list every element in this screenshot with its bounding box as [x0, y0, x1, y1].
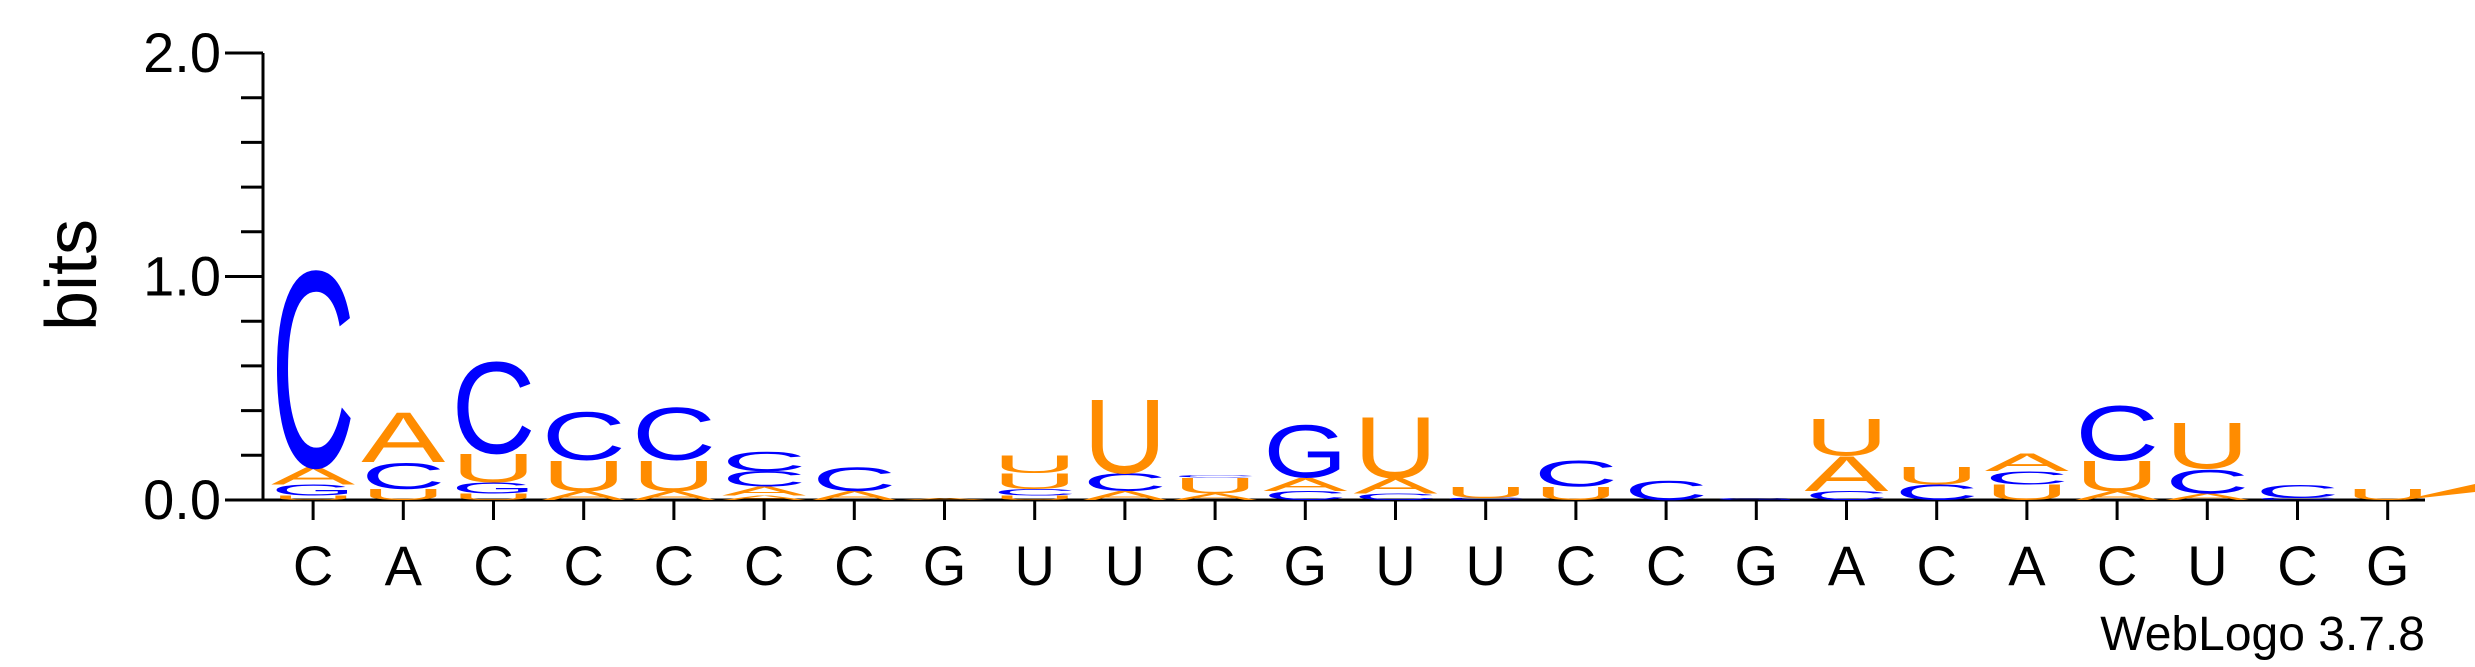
x-tick-label: U — [1014, 534, 1054, 597]
axes: 0.0 1.0 2.0 — [143, 21, 2425, 531]
logo-letter-a: A — [361, 397, 446, 478]
logo-letter-u: U — [993, 469, 1077, 494]
x-tick-label: U — [1375, 534, 1415, 597]
x-tick-label: U — [2187, 534, 2227, 597]
logo-letter-u: U — [542, 451, 626, 500]
logo-letter-u: U — [632, 451, 716, 500]
logo-letter-a: A — [1263, 474, 1347, 495]
x-tick-label: C — [654, 534, 694, 597]
y-tick-label: 1.0 — [143, 245, 221, 308]
logo-letter-c: C — [2075, 389, 2159, 476]
logo-letter-c: C — [1083, 469, 1167, 497]
logo-letter-c: C — [451, 336, 535, 482]
logo-letter-c: C — [722, 445, 806, 477]
x-tick-label: C — [563, 534, 603, 597]
x-tick-label: C — [1916, 534, 1956, 597]
logo-letter-u: U — [451, 446, 535, 491]
logo-letter-g: G — [452, 479, 536, 496]
logo-letter-c: C — [2255, 497, 2339, 500]
logo-letter-a: A — [1173, 492, 1258, 502]
logo-letter-g: G — [1714, 497, 1798, 500]
trailing-letter-sliver — [2402, 484, 2475, 500]
logo-letter-c: C — [632, 392, 716, 476]
x-tick-label: G — [1735, 534, 1779, 597]
logo-letter-c: C — [1173, 475, 1257, 478]
x-tick-label: C — [1195, 534, 1235, 597]
y-axis-label: bits — [32, 219, 112, 331]
logo-letter-u: U — [1534, 483, 1618, 504]
logo-letter-c: C — [1895, 480, 1979, 505]
logo-letter-u: U — [1804, 408, 1888, 467]
logo-letter-a: A — [2075, 489, 2159, 503]
logo-letter-u: U — [1173, 473, 1257, 498]
logo-letter-c: C — [1263, 489, 1347, 503]
logo-letter-a: A — [722, 484, 806, 498]
x-tick-label: C — [473, 534, 513, 597]
x-tick-label: C — [744, 534, 784, 597]
logo-letter-c: C — [2165, 462, 2249, 500]
logo-letter-a: A — [2165, 492, 2250, 502]
x-tick-label: A — [1828, 534, 1866, 597]
logo-letter-c: C — [361, 455, 445, 497]
logo-letter-a: A — [1805, 446, 1889, 502]
logo-letter-a: A — [1083, 489, 1167, 503]
logo-letter-c: C — [722, 467, 806, 492]
logo-letter-c: C — [2255, 481, 2339, 502]
logo-letter-u: U — [2346, 486, 2430, 503]
x-tick-label: A — [2008, 534, 2046, 597]
x-tick-label: A — [385, 534, 423, 597]
logo-letter-u: U — [1895, 462, 1979, 490]
logo-letter-c: C — [1624, 474, 1708, 506]
logo-letter-u: U — [1353, 399, 1437, 497]
logo-letter-a: A — [271, 462, 356, 490]
logo-letter-c: C — [1444, 497, 1528, 500]
logo-letter-a: A — [1354, 474, 1439, 498]
logo-letter-a: A — [1985, 449, 2070, 477]
logo-letter-u: U — [1985, 480, 2069, 505]
weblogo-credit: WebLogo 3.7.8 — [2100, 608, 2425, 661]
logo-letter-a: A — [632, 489, 716, 503]
x-tick-label: C — [293, 534, 333, 597]
logo-letter-c: C — [1804, 489, 1888, 503]
logo-letter-c: C — [993, 487, 1077, 497]
x-tick-label: C — [1646, 534, 1686, 597]
logo-letter-c: C — [1353, 492, 1437, 502]
x-tick-label: C — [2097, 534, 2137, 597]
logo-letter-a: A — [902, 497, 987, 501]
x-tick-label: C — [2277, 534, 2317, 597]
logo-letter-c: C — [542, 399, 626, 475]
logo-letter-a: A — [812, 489, 896, 503]
y-tick-label: 2.0 — [143, 21, 221, 84]
logo-letter-u: U — [1083, 377, 1167, 496]
logo-letter-a: A — [722, 494, 807, 501]
x-tick-label: U — [1105, 534, 1145, 597]
logo-letter-g: G — [271, 482, 355, 499]
x-tick-label: C — [1556, 534, 1596, 597]
x-tick-label: G — [1284, 534, 1328, 597]
logo-letter-u: U — [451, 492, 535, 502]
logo-letter-g: G — [1263, 410, 1347, 494]
logo-letter-c: C — [1534, 453, 1618, 495]
logo-letter-u: U — [361, 486, 445, 503]
logo-letter-a: A — [542, 489, 626, 503]
y-tick-label: 0.0 — [143, 468, 221, 531]
x-tick-label: U — [1465, 534, 1505, 597]
logo-letter-u: U — [2075, 451, 2159, 500]
x-tick-label: G — [2366, 534, 2410, 597]
logo-letter-u: U — [993, 494, 1077, 501]
logo-letter-u: U — [271, 494, 355, 501]
x-tick-label: C — [834, 534, 874, 597]
logo-letter-u: U — [993, 451, 1077, 479]
logo-letter-c: C — [812, 460, 896, 498]
logo-letter-u: U — [2165, 410, 2249, 483]
x-tick-label: G — [923, 534, 967, 597]
logo-letter-u: U — [1444, 484, 1528, 501]
logo-letter-c: C — [271, 212, 355, 527]
logo-letter-c: C — [1985, 468, 2069, 489]
